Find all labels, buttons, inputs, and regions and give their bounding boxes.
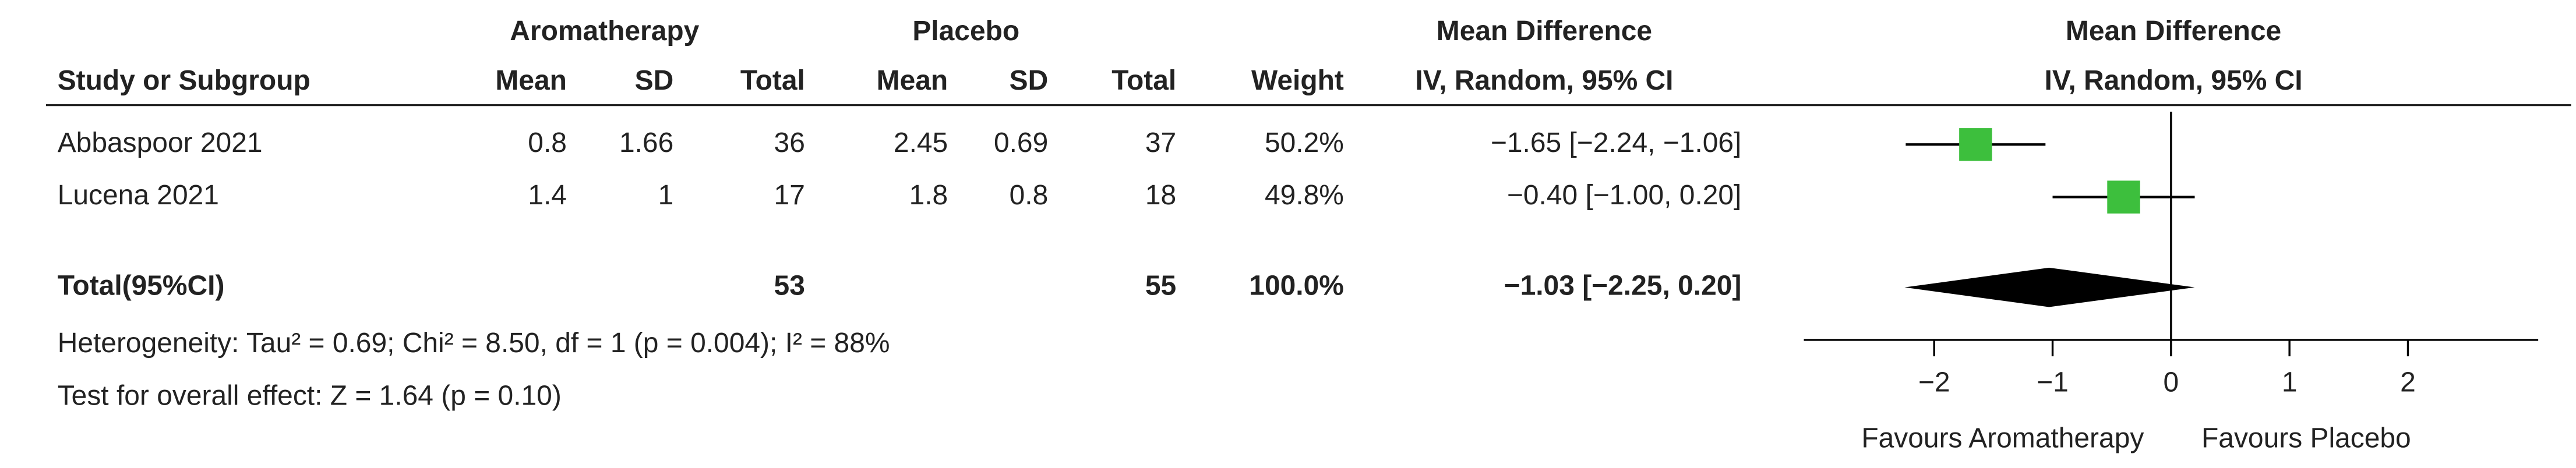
cell: 18 — [1145, 180, 1176, 211]
column-header: Total — [740, 65, 805, 96]
total-effect-label: −1.03 [−2.25, 0.20] — [1504, 270, 1742, 301]
total-cell: 100.0% — [1249, 270, 1344, 301]
cell: 2.45 — [894, 127, 948, 158]
heterogeneity: Heterogeneity: Tau² = 0.69; Chi² = 8.50,… — [58, 328, 890, 359]
cell: 0.8 — [528, 127, 567, 158]
cell: 37 — [1145, 127, 1176, 158]
effect-label: −0.40 [−1.00, 0.20] — [1507, 180, 1741, 211]
column-header: SD — [1010, 65, 1049, 96]
plot-header: Mean Difference — [2066, 16, 2281, 47]
cell: 49.8% — [1265, 180, 1344, 211]
x-label-left: Favours Aromatherapy — [1861, 423, 2144, 454]
x-tick-label: 0 — [2163, 367, 2179, 398]
total-cell: 53 — [774, 270, 805, 301]
column-header: Total — [1111, 65, 1176, 96]
cell: 0.8 — [1010, 180, 1049, 211]
column-header: IV, Random, 95% CI — [1415, 65, 1673, 96]
x-tick-label: 2 — [2400, 367, 2416, 398]
column-header: Study or Subgroup — [58, 65, 310, 96]
total-diamond — [1904, 267, 2195, 307]
cell: 50.2% — [1265, 127, 1344, 158]
x-tick-label: 1 — [2282, 367, 2298, 398]
x-tick-label: −1 — [2037, 367, 2069, 398]
total-name: Total(95%CI) — [58, 270, 225, 301]
group-header: Aromatherapy — [510, 16, 699, 47]
overall-effect: Test for overall effect: Z = 1.64 (p = 0… — [58, 380, 562, 411]
x-tick-label: −2 — [1918, 367, 1950, 398]
cell: 1.8 — [909, 180, 948, 211]
cell: 1.66 — [619, 127, 673, 158]
effect-header: Mean Difference — [1437, 16, 1652, 47]
study-name: Lucena 2021 — [58, 180, 219, 211]
column-header: Mean — [495, 65, 567, 96]
cell: 17 — [774, 180, 805, 211]
plot-method: IV, Random, 95% CI — [2045, 65, 2303, 96]
column-header: Mean — [877, 65, 948, 96]
total-cell: 55 — [1145, 270, 1176, 301]
study-name: Abbaspoor 2021 — [58, 127, 263, 158]
effect-marker — [2107, 180, 2140, 214]
cell: 1 — [658, 180, 674, 211]
cell: 36 — [774, 127, 805, 158]
effect-marker — [1959, 128, 1992, 161]
cell: 0.69 — [994, 127, 1048, 158]
column-header: SD — [635, 65, 674, 96]
effect-label: −1.65 [−2.24, −1.06] — [1491, 127, 1741, 158]
x-label-right: Favours Placebo — [2201, 423, 2411, 454]
group-header: Placebo — [912, 16, 1019, 47]
column-header: Weight — [1251, 65, 1344, 96]
cell: 1.4 — [528, 180, 567, 211]
